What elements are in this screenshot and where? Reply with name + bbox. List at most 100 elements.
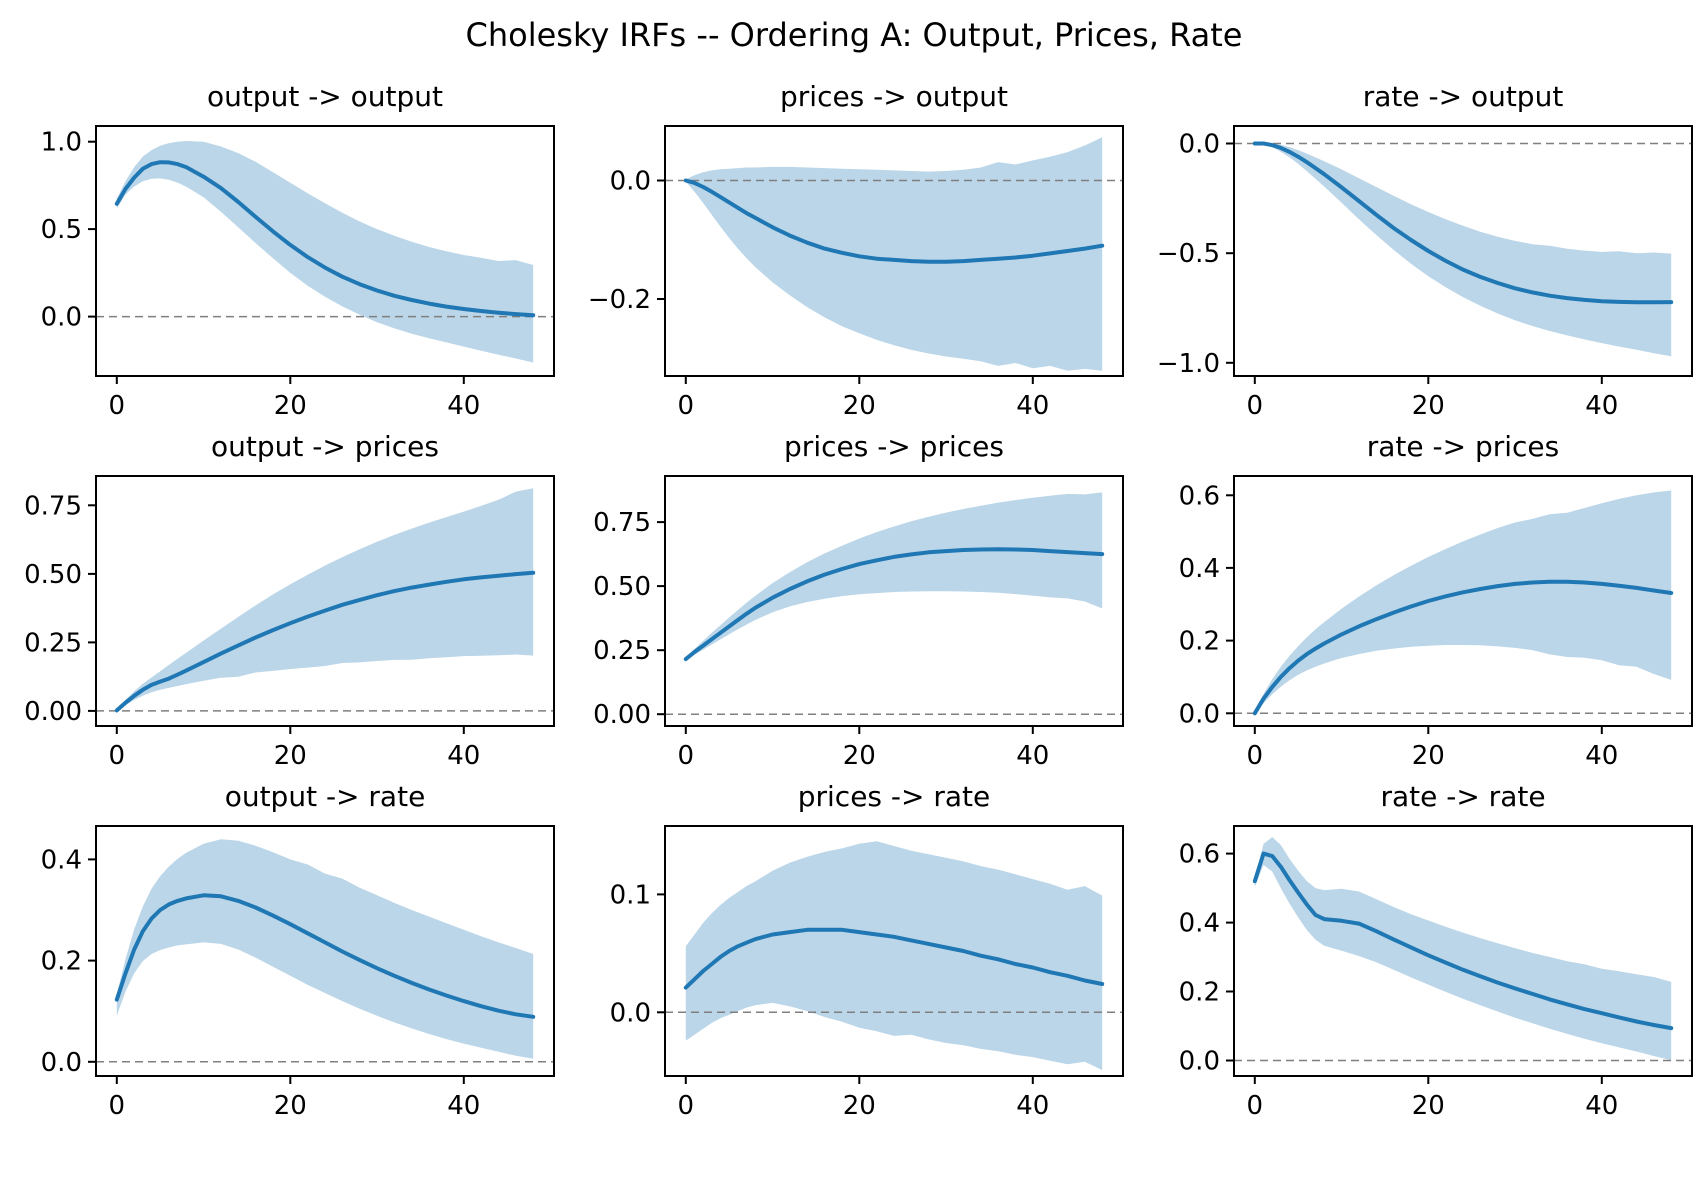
plot-canvas-prices-rate: 0 20 40 0.1 0.0: [610, 825, 1124, 1121]
y-tick-label: 0.2: [1179, 627, 1220, 657]
y-tick-label: 0.00: [593, 700, 651, 730]
axes-frame: [1233, 475, 1693, 727]
x-tick-label: 40: [447, 391, 480, 421]
y-tick-label: 0.0: [610, 167, 651, 197]
x-tick-label: 40: [447, 1091, 480, 1121]
confidence-band: [685, 137, 1103, 371]
y-tick-label: 0.0: [1179, 130, 1220, 160]
y-tick-label: 0.4: [1179, 554, 1220, 584]
confidence-band: [685, 841, 1103, 1071]
subplot-title-prices-prices: prices -> prices: [784, 430, 1004, 463]
plot-canvas-output-rate: 0 20 40 0.4 0.2 0.0: [41, 825, 555, 1121]
axes-frame: [664, 125, 1124, 377]
subplot-title-output-rate: output -> rate: [224, 780, 426, 813]
confidence-band: [116, 488, 534, 711]
subplot-grid: output -> output 0 20 40 1.0 0.5 0.0 prices -…: [0, 78, 1708, 1122]
y-tick-label: 0.25: [24, 628, 82, 658]
y-tick-label: 0.4: [41, 845, 82, 875]
x-tick-label: 20: [274, 741, 307, 771]
y-tick-label: 0.0: [41, 303, 82, 333]
x-tick-label: 20: [843, 391, 876, 421]
x-tick-label: 20: [274, 391, 307, 421]
y-tick-label: 0.2: [1179, 978, 1220, 1008]
y-tick-label: 0.75: [593, 508, 651, 538]
x-tick-label: 40: [447, 741, 480, 771]
x-tick-label: 0: [678, 741, 695, 771]
confidence-band: [1254, 490, 1672, 715]
x-tick-label: 40: [1585, 741, 1618, 771]
subplot-rate-output: rate -> output 0 20 40 0.0 −0.5 −1.0: [1138, 78, 1707, 422]
irf-median-line: [683, 547, 1105, 662]
y-tick-label: 0.0: [1179, 1047, 1220, 1077]
x-tick-label: 40: [1016, 391, 1049, 421]
y-tick-label: 1.0: [41, 128, 82, 158]
x-tick-label: 20: [1412, 1091, 1445, 1121]
subplot-title-rate-prices: rate -> prices: [1366, 430, 1560, 463]
axes-frame: [664, 475, 1124, 727]
confidence-band: [1254, 837, 1672, 1061]
figure-title: Cholesky IRFs -- Ordering A: Output, Pri…: [465, 16, 1243, 54]
y-tick-label: −1.0: [1157, 349, 1220, 379]
y-tick-label: 0.6: [1179, 481, 1220, 511]
y-tick-label: 0.5: [41, 215, 82, 245]
x-tick-label: 0: [109, 391, 126, 421]
y-tick-label: 0.50: [593, 572, 651, 602]
y-tick-label: 0.00: [24, 697, 82, 727]
subplot-title-rate-rate: rate -> rate: [1380, 780, 1546, 813]
x-tick-label: 40: [1585, 391, 1618, 421]
subplot-output-rate: output -> rate 0 20 40 0.4 0.2 0.0: [0, 778, 569, 1122]
axes-frame: [1233, 125, 1693, 377]
y-tick-label: 0.1: [610, 880, 651, 910]
y-tick-label: 0.6: [1179, 840, 1220, 870]
confidence-band: [116, 141, 534, 363]
plot-canvas-rate-prices: 0 20 40 0.6 0.4 0.2 0.0: [1179, 475, 1693, 771]
y-tick-label: 0.0: [1179, 699, 1220, 729]
y-tick-label: 0.4: [1179, 909, 1220, 939]
x-tick-label: 0: [109, 741, 126, 771]
confidence-band: [685, 492, 1103, 661]
x-tick-label: 40: [1585, 1091, 1618, 1121]
irf-median-line: [1252, 141, 1674, 305]
plot-canvas-output-output: 0 20 40 1.0 0.5 0.0: [41, 125, 555, 421]
figure-header: Cholesky IRFs -- Ordering A: Output, Pri…: [0, 0, 1708, 78]
x-tick-label: 0: [109, 1091, 126, 1121]
plot-canvas-rate-rate: 0 20 40 0.6 0.4 0.2 0.0: [1179, 825, 1693, 1121]
axes-frame: [95, 825, 555, 1077]
x-tick-label: 40: [1016, 1091, 1049, 1121]
subplot-rate-prices: rate -> prices 0 20 40 0.6 0.4 0.2 0.0: [1138, 428, 1707, 772]
axes-frame: [1233, 825, 1693, 1077]
y-tick-label: 0.2: [41, 947, 82, 977]
subplot-title-prices-rate: prices -> rate: [797, 780, 991, 813]
irf-median-line: [683, 178, 1105, 264]
subplot-title-output-output: output -> output: [206, 80, 444, 113]
irf-median-line: [114, 160, 536, 318]
y-tick-label: −0.5: [1157, 239, 1220, 269]
x-tick-label: 40: [1016, 741, 1049, 771]
x-tick-label: 0: [1247, 391, 1264, 421]
x-tick-label: 20: [843, 1091, 876, 1121]
irf-median-line: [683, 927, 1105, 990]
x-tick-label: 0: [678, 391, 695, 421]
irf-median-line: [1252, 579, 1674, 716]
y-tick-label: 0.25: [593, 636, 651, 666]
x-tick-label: 0: [1247, 741, 1264, 771]
confidence-band: [116, 839, 534, 1059]
irf-median-line: [114, 570, 536, 713]
axes-frame: [95, 475, 555, 727]
y-tick-label: 0.50: [24, 560, 82, 590]
axes-frame: [664, 825, 1124, 1077]
irf-median-line: [1252, 851, 1674, 1031]
subplot-title-output-prices: output -> prices: [211, 430, 439, 463]
subplot-prices-output: prices -> output 0 20 40 0.0 −0.2: [569, 78, 1138, 422]
y-tick-label: 0.0: [610, 998, 651, 1028]
plot-canvas-prices-prices: 0 20 40 0.75 0.50 0.25 0.00: [593, 475, 1124, 771]
subplot-output-prices: output -> prices 0 20 40 0.75 0.50 0.25 0.00: [0, 428, 569, 772]
plot-canvas-rate-output: 0 20 40 0.0 −0.5 −1.0: [1157, 125, 1693, 421]
subplot-prices-rate: prices -> rate 0 20 40 0.1 0.0: [569, 778, 1138, 1122]
x-tick-label: 20: [1412, 741, 1445, 771]
subplot-prices-prices: prices -> prices 0 20 40 0.75 0.50 0.25 0.00: [569, 428, 1138, 772]
y-tick-label: 0.0: [41, 1048, 82, 1078]
x-tick-label: 0: [1247, 1091, 1264, 1121]
y-tick-label: 0.75: [24, 491, 82, 521]
subplot-rate-rate: rate -> rate 0 20 40 0.6 0.4 0.2 0.0: [1138, 778, 1707, 1122]
